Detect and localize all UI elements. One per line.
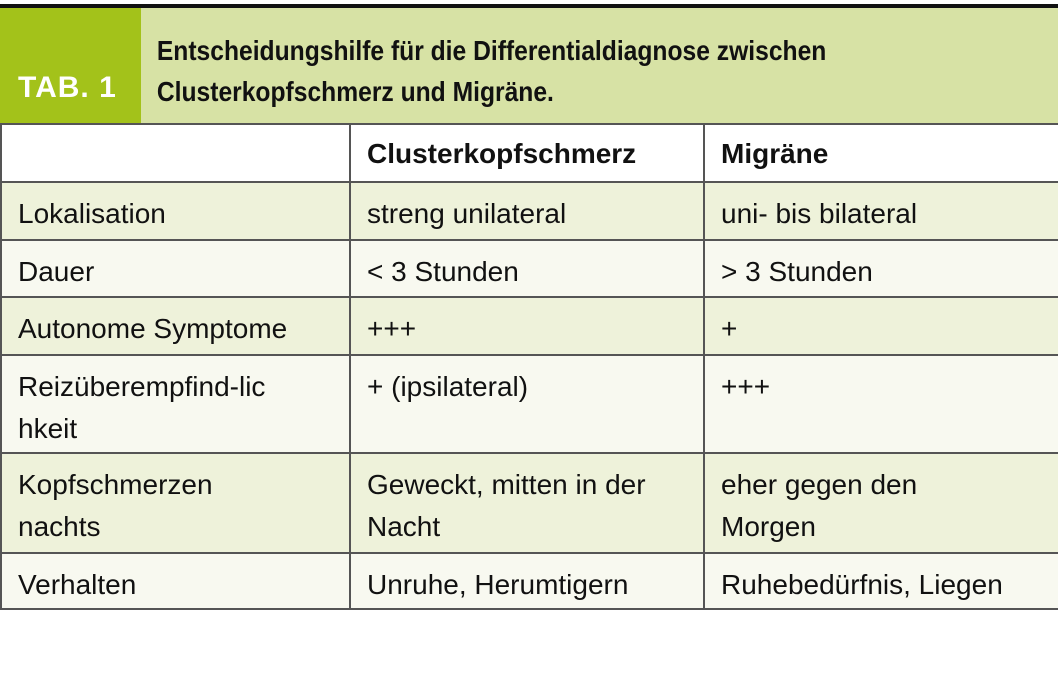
cell-criterion: Dauer [0,239,351,298]
cell-cluster: streng unilateral [349,181,705,241]
cell-cluster: Geweckt, mitten in der Nacht [349,452,705,554]
top-rule [0,4,1058,8]
table-row: Reizüberempfind-lichkeit + (ipsilateral)… [0,354,1058,454]
cell-cluster: + (ipsilateral) [349,354,705,454]
cell-cluster: < 3 Stunden [349,239,705,298]
title-line: Entscheidungshilfe für die Differentiald… [156,35,827,66]
title-line: Clusterkopfschmerz und Migräne. [156,76,554,107]
table-row: Autonome Symptome +++ + [0,296,1058,356]
cell-migraine: +++ [703,354,1058,454]
table-row: Dauer < 3 Stunden > 3 Stunden [0,239,1058,298]
cell-criterion: Lokalisation [0,181,351,241]
column-header-row: Clusterkopfschmerz Migräne [0,123,1058,183]
table-header: TAB. 1 Entscheidungshilfe für die Differ… [0,8,1058,123]
table-title: Entscheidungshilfe für die Differentiald… [141,8,1058,112]
cell-criterion: Autonome Symptome [0,296,351,356]
table-row: Kopfschmerzen nachts Geweckt, mitten in … [0,452,1058,554]
cell-migraine: > 3 Stunden [703,239,1058,298]
cell-migraine: Ruhebedürfnis, Liegen [703,552,1058,610]
cell-criterion: Kopfschmerzen nachts [0,452,351,554]
cell-cluster: +++ [349,296,705,356]
cell-migraine: + [703,296,1058,356]
column-header [0,123,351,183]
column-header-migraine: Migräne [703,123,1058,183]
column-header-cluster: Clusterkopfschmerz [349,123,705,183]
cell-criterion: Reizüberempfind-lichkeit [0,354,351,454]
table-label: TAB. 1 [0,8,141,123]
table-row: Verhalten Unruhe, Herumtigern Ruhebedürf… [0,552,1058,610]
migraine-text: eher gegen den Morgen [721,469,918,542]
criterion-text: Kopfschmerzen nachts [18,469,213,542]
criterion-text: Reizüberempfind-lichkeit [18,371,266,444]
table-row: Lokalisation streng unilateral uni- bis … [0,181,1058,241]
cell-migraine: uni- bis bilateral [703,181,1058,241]
cell-cluster: Unruhe, Herumtigern [349,552,705,610]
comparison-table: Clusterkopfschmerz Migräne Lokalisation … [0,123,1058,610]
cell-migraine: eher gegen den Morgen [703,452,1058,554]
cell-criterion: Verhalten [0,552,351,610]
